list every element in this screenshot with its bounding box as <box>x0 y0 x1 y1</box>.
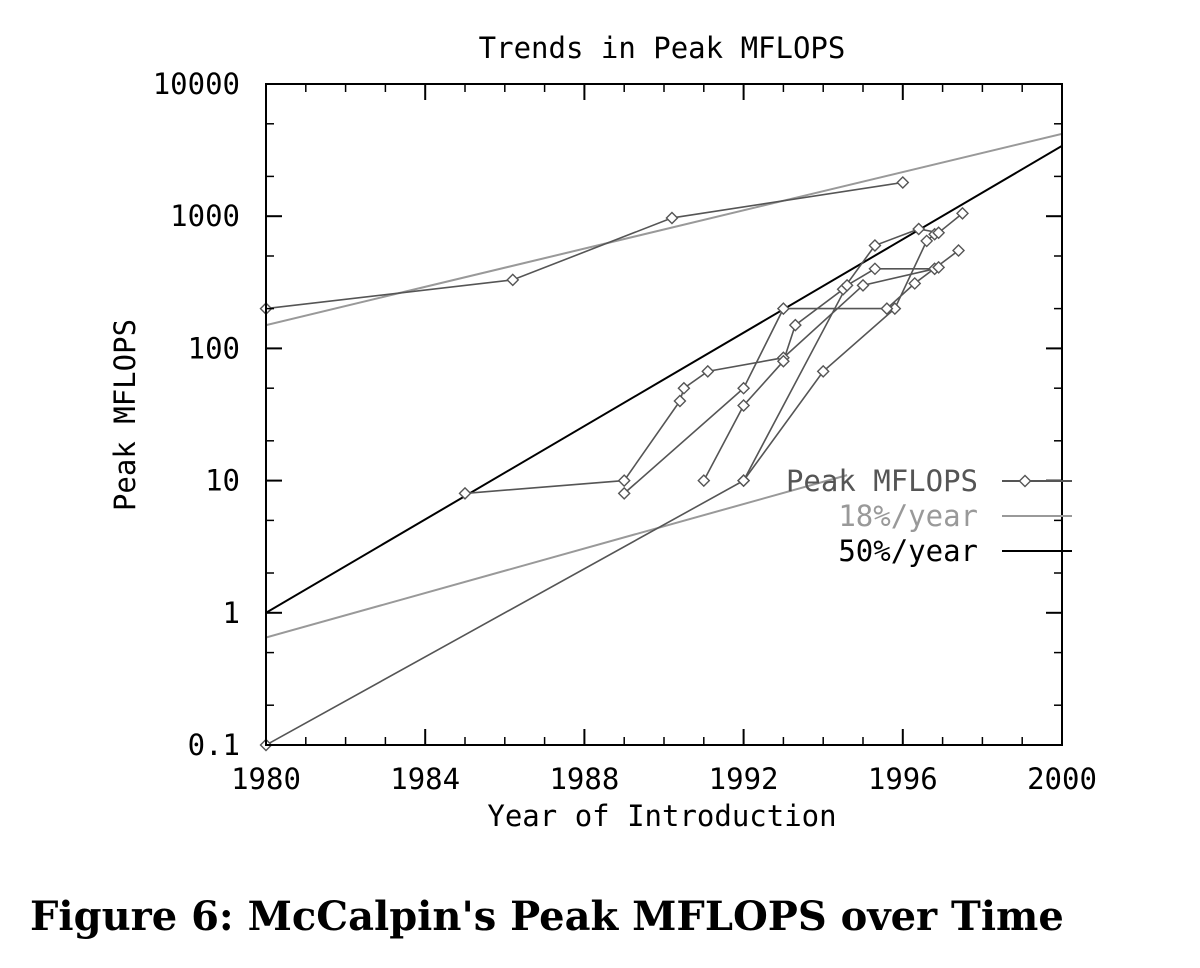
y-tick-label-4: 1000 <box>170 199 240 233</box>
peak-point-1-4 <box>701 364 715 378</box>
x-tick-label-1996: 1996 <box>868 762 938 796</box>
peak-point-2-2 <box>776 302 790 316</box>
legend-marker-0 <box>1018 474 1032 488</box>
y-tick-label-3: 100 <box>188 331 240 365</box>
trend-18-line-0 <box>266 474 848 639</box>
peak-point-2-0 <box>617 486 631 500</box>
plot-lines <box>259 132 1062 752</box>
peak-point-4-0 <box>737 474 751 488</box>
y-tick-label-0: 0.1 <box>188 728 240 762</box>
peak-point-1-6 <box>856 278 870 292</box>
axes: 1980 1984 1988 1992 1996 2000 0.1 1 10 100 1000 100… <box>153 67 1097 796</box>
peak-point-3-3 <box>788 318 802 332</box>
peak-point-3-0 <box>697 474 711 488</box>
peak-point-3-8 <box>956 206 969 220</box>
peak-point-0-2 <box>816 364 830 378</box>
peak-series-line-2 <box>623 249 959 495</box>
peak-point-3-6 <box>912 222 926 236</box>
peak-point-1-3 <box>677 381 691 395</box>
x-tick-label-1992: 1992 <box>709 762 779 796</box>
figure-caption: Figure 6: McCalpin's Peak MFLOPS over Ti… <box>30 893 1064 940</box>
y-tick-label-1: 1 <box>223 596 240 630</box>
y-axis-label: Peak MFLOPS <box>108 319 142 511</box>
x-tick-label-2000: 2000 <box>1027 762 1097 796</box>
y-tick-label-2: 10 <box>205 464 240 498</box>
peak-point-3-1 <box>737 398 751 412</box>
chart: Trends in Peak MFLOPS Year of Introducti… <box>108 31 1097 833</box>
peak-series-line-1 <box>464 268 935 495</box>
peak-point-5-3 <box>896 175 910 189</box>
peak-point-4-4 <box>932 260 946 274</box>
peak-series-line-3 <box>703 212 964 481</box>
peak-point-1-0 <box>458 486 472 500</box>
peak-point-3-7 <box>932 226 946 240</box>
peak-point-0-4 <box>920 234 934 248</box>
chart-title: Trends in Peak MFLOPS <box>479 31 846 65</box>
peak-point-2-1 <box>737 381 751 395</box>
legend-label-2: 50%/year <box>838 534 978 568</box>
legend-label-1: 18%/year <box>838 499 978 533</box>
peak-point-4-2 <box>868 262 882 276</box>
peak-series-line-5 <box>266 181 903 310</box>
x-tick-label-1980: 1980 <box>231 762 301 796</box>
trend-50-line-0 <box>266 145 1062 614</box>
peak-point-1-2 <box>673 394 687 408</box>
peak-point-5-1 <box>506 273 520 287</box>
peak-point-2-4 <box>908 276 922 290</box>
plot-area <box>266 132 1062 745</box>
peak-point-3-5 <box>868 239 882 253</box>
peak-point-3-2 <box>776 354 790 368</box>
peak-point-2-5 <box>952 244 966 258</box>
legend-label-0: Peak MFLOPS <box>786 464 978 498</box>
y-tick-label-5: 10000 <box>153 67 240 101</box>
x-axis-label: Year of Introduction <box>487 799 836 833</box>
peak-point-5-2 <box>665 211 679 225</box>
peak-point-4-1 <box>840 278 854 292</box>
plot-frame <box>265 83 1063 746</box>
x-tick-label-1988: 1988 <box>549 762 619 796</box>
peak-point-1-1 <box>617 474 631 488</box>
peak-point-2-3 <box>880 302 894 316</box>
x-tick-label-1984: 1984 <box>390 762 460 796</box>
